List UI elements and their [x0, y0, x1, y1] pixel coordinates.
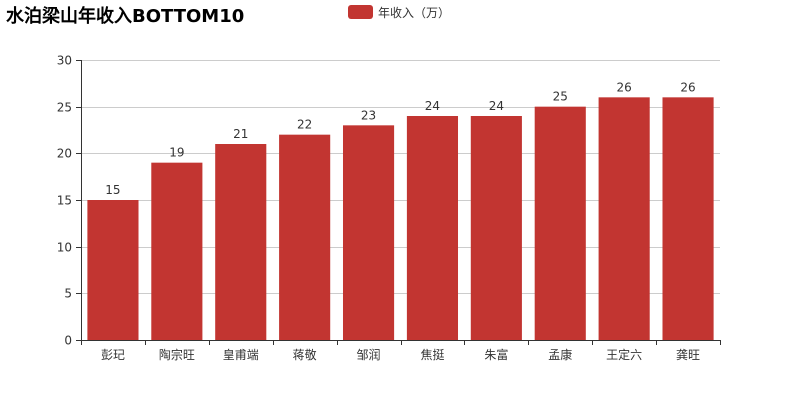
bar[interactable]: [534, 106, 586, 341]
tick-labels: 0 5 10 15 20 25 30 彭玘 陶宗旺 皇甫端 蒋敬 邹润 焦挺 朱富 孟康 王定六 龚旺: [57, 54, 700, 363]
bars: [87, 97, 714, 341]
bar[interactable]: [342, 125, 395, 340]
bar[interactable]: [598, 97, 650, 340]
y-tick-label: 0: [64, 334, 72, 348]
axes: [76, 60, 721, 345]
bar[interactable]: [662, 97, 714, 340]
x-tick-label: 龚旺: [676, 347, 700, 362]
bar[interactable]: [470, 116, 522, 340]
bar-value-label: 24: [489, 99, 504, 113]
x-tick-label: 邹润: [357, 348, 381, 362]
bar-value-label: 26: [680, 80, 695, 94]
bar-value-label: 25: [553, 90, 568, 104]
data-labels: 15 19 21 22 23 24 24 25 26 26: [105, 80, 695, 197]
chart-title: 水泊梁山年收入BOTTOM10: [6, 6, 245, 27]
bar-value-label: 15: [105, 183, 120, 197]
bar-value-label: 22: [297, 118, 312, 132]
bar-value-label: 23: [361, 108, 376, 122]
x-tick-label: 皇甫端: [223, 348, 259, 362]
x-tick-label: 彭玘: [101, 348, 125, 362]
y-tick-label: 5: [64, 287, 72, 301]
legend-label: 年收入（万）: [378, 5, 451, 20]
y-tick-label: 10: [57, 241, 72, 255]
bar[interactable]: [279, 134, 331, 340]
y-tick-label: 30: [57, 54, 72, 68]
bar[interactable]: [87, 200, 139, 340]
bar-value-label: 26: [617, 80, 632, 94]
legend-swatch: [348, 5, 373, 19]
bar-value-label: 19: [169, 146, 184, 160]
y-tick-label: 25: [57, 101, 72, 115]
x-tick-label: 孟康: [548, 347, 572, 362]
x-tick-label: 蒋敬: [293, 348, 317, 362]
y-tick-label: 15: [57, 194, 72, 208]
bar-value-label: 24: [425, 99, 440, 113]
x-tick-label: 朱富: [484, 347, 508, 362]
bar[interactable]: [215, 144, 267, 340]
legend[interactable]: 年收入（万）: [348, 4, 450, 20]
bar[interactable]: [406, 116, 459, 340]
bar-value-label: 21: [233, 127, 248, 141]
x-tick-label: 焦挺: [420, 347, 444, 362]
x-tick-label: 陶宗旺: [159, 347, 195, 362]
y-tick-label: 20: [57, 147, 72, 161]
bar[interactable]: [151, 162, 203, 340]
x-tick-label: 王定六: [606, 347, 642, 362]
